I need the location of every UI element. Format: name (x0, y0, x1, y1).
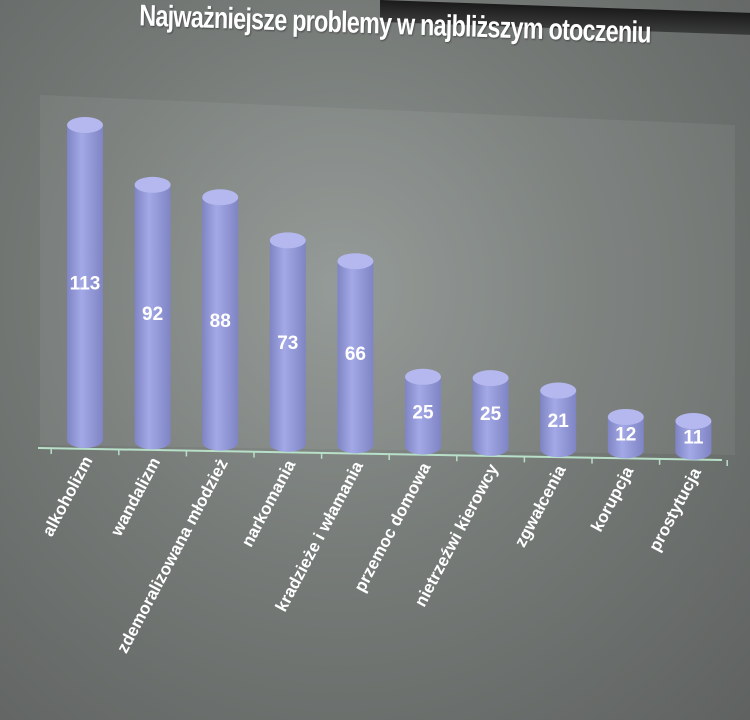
category-label: prostytucja (645, 464, 705, 554)
bar-body (67, 125, 103, 448)
data-label: 25 (412, 403, 434, 424)
bar-body (202, 197, 239, 451)
bar-body (675, 421, 712, 460)
bar (202, 189, 239, 451)
data-label: 25 (480, 404, 502, 425)
bar-top (337, 253, 374, 270)
bar (607, 408, 644, 459)
data-label: 113 (70, 274, 101, 295)
category-label: zgwałcenia (511, 462, 570, 551)
data-label: 12 (615, 425, 636, 446)
bar-body (540, 390, 577, 458)
category-label: korupcja (587, 463, 637, 535)
bar-top (202, 189, 239, 206)
bar-top (540, 382, 577, 399)
x-axis (37, 447, 723, 461)
bar-top (405, 368, 441, 385)
data-label: 88 (210, 311, 231, 332)
bar-body (472, 378, 509, 456)
bar-top (472, 370, 509, 387)
data-label: 66 (345, 344, 366, 365)
bar (405, 368, 441, 455)
bar (540, 382, 577, 458)
category-label: alkoholizm (39, 453, 97, 539)
category-label: przemoc domowa (350, 459, 434, 595)
bar (675, 413, 712, 460)
bar-top (134, 176, 171, 193)
bar (134, 176, 171, 450)
bar-top (269, 232, 306, 249)
data-label: 11 (683, 427, 704, 448)
category-label: wandalizm (107, 454, 165, 540)
data-label: 73 (277, 333, 298, 354)
data-label: 92 (142, 304, 163, 325)
bar (337, 253, 374, 454)
bar-top (675, 413, 712, 430)
bar-top (67, 117, 103, 133)
bar-top (607, 408, 644, 425)
bar (67, 117, 103, 448)
bar (269, 232, 306, 452)
bar (472, 370, 509, 456)
bar-body (405, 376, 441, 455)
bar-body (134, 184, 171, 450)
category-label: narkomania (238, 456, 300, 550)
bar-body (607, 416, 644, 459)
data-label: 21 (548, 411, 570, 432)
bar-body (337, 261, 374, 454)
bar-body (269, 240, 306, 452)
